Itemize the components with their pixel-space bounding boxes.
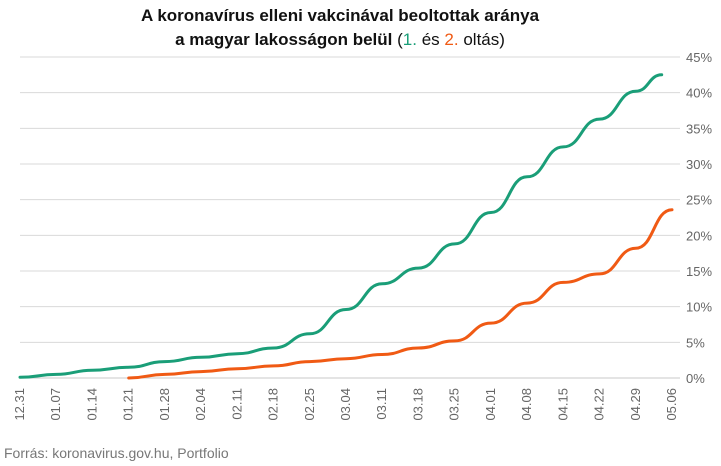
x-axis-ticks: 12.31 01.07 01.14 01.21 01.28 02.04 02.11 02.18… (12, 388, 679, 421)
x-tick-label: 03.11 (374, 388, 389, 420)
y-tick-label: 45% (686, 50, 712, 65)
x-tick-label: 02.04 (193, 388, 208, 421)
y-tick-label: 15% (686, 264, 712, 279)
chart-title: A koronavírus elleni vakcinával beoltott… (0, 4, 680, 52)
first-dose-marker: 1. (402, 30, 417, 49)
x-tick-label: 03.18 (410, 388, 425, 421)
y-tick-label: 5% (686, 335, 705, 350)
title-conj: és (421, 30, 440, 49)
x-tick-label: 02.11 (229, 388, 244, 420)
x-tick-label: 02.18 (266, 388, 281, 421)
grid-lines (20, 56, 680, 379)
x-tick-label: 04.08 (519, 388, 534, 421)
y-axis-ticks: 0% 5% 10% 15% 20% 25% 30% 35% 40% 45% (686, 50, 712, 386)
title-suffix: oltás) (463, 30, 505, 49)
title-line-2-text: a magyar lakosságon belül (175, 30, 393, 49)
title-line-2: a magyar lakosságon belül (1. és 2. oltá… (0, 28, 680, 52)
x-tick-label: 12.31 (12, 388, 27, 421)
y-tick-label: 40% (686, 86, 712, 101)
x-tick-label: 01.14 (84, 388, 99, 421)
y-tick-label: 0% (686, 371, 705, 386)
y-tick-label: 25% (686, 193, 712, 208)
y-tick-label: 20% (686, 228, 712, 243)
line-chart: 0% 5% 10% 15% 20% 25% 30% 35% 40% 45% 12.31 01.07 0… (12, 50, 712, 421)
x-tick-label: 03.04 (338, 388, 353, 421)
series-lines (18, 73, 674, 380)
series-second-dose-line (127, 208, 674, 380)
x-tick-label: 03.25 (447, 388, 462, 421)
x-tick-label: 04.22 (592, 388, 607, 421)
y-tick-label: 35% (686, 121, 712, 136)
x-tick-label: 01.28 (157, 388, 172, 421)
source-note: Forrás: koronavirus.gov.hu, Portfolio (4, 445, 229, 461)
x-tick-label: 04.01 (483, 388, 498, 421)
series-first-dose-line (18, 73, 664, 379)
x-tick-label: 05.06 (664, 388, 679, 421)
y-tick-label: 10% (686, 300, 712, 315)
x-tick-label: 01.07 (48, 388, 63, 421)
x-tick-label: 04.29 (628, 388, 643, 421)
title-paren-open: ( (397, 30, 403, 49)
x-tick-label: 04.15 (555, 388, 570, 421)
second-dose-marker: 2. (444, 30, 459, 49)
x-tick-label: 02.25 (302, 388, 317, 421)
y-tick-label: 30% (686, 157, 712, 172)
title-line-1: A koronavírus elleni vakcinával beoltott… (140, 6, 540, 25)
x-tick-label: 01.21 (121, 388, 136, 421)
